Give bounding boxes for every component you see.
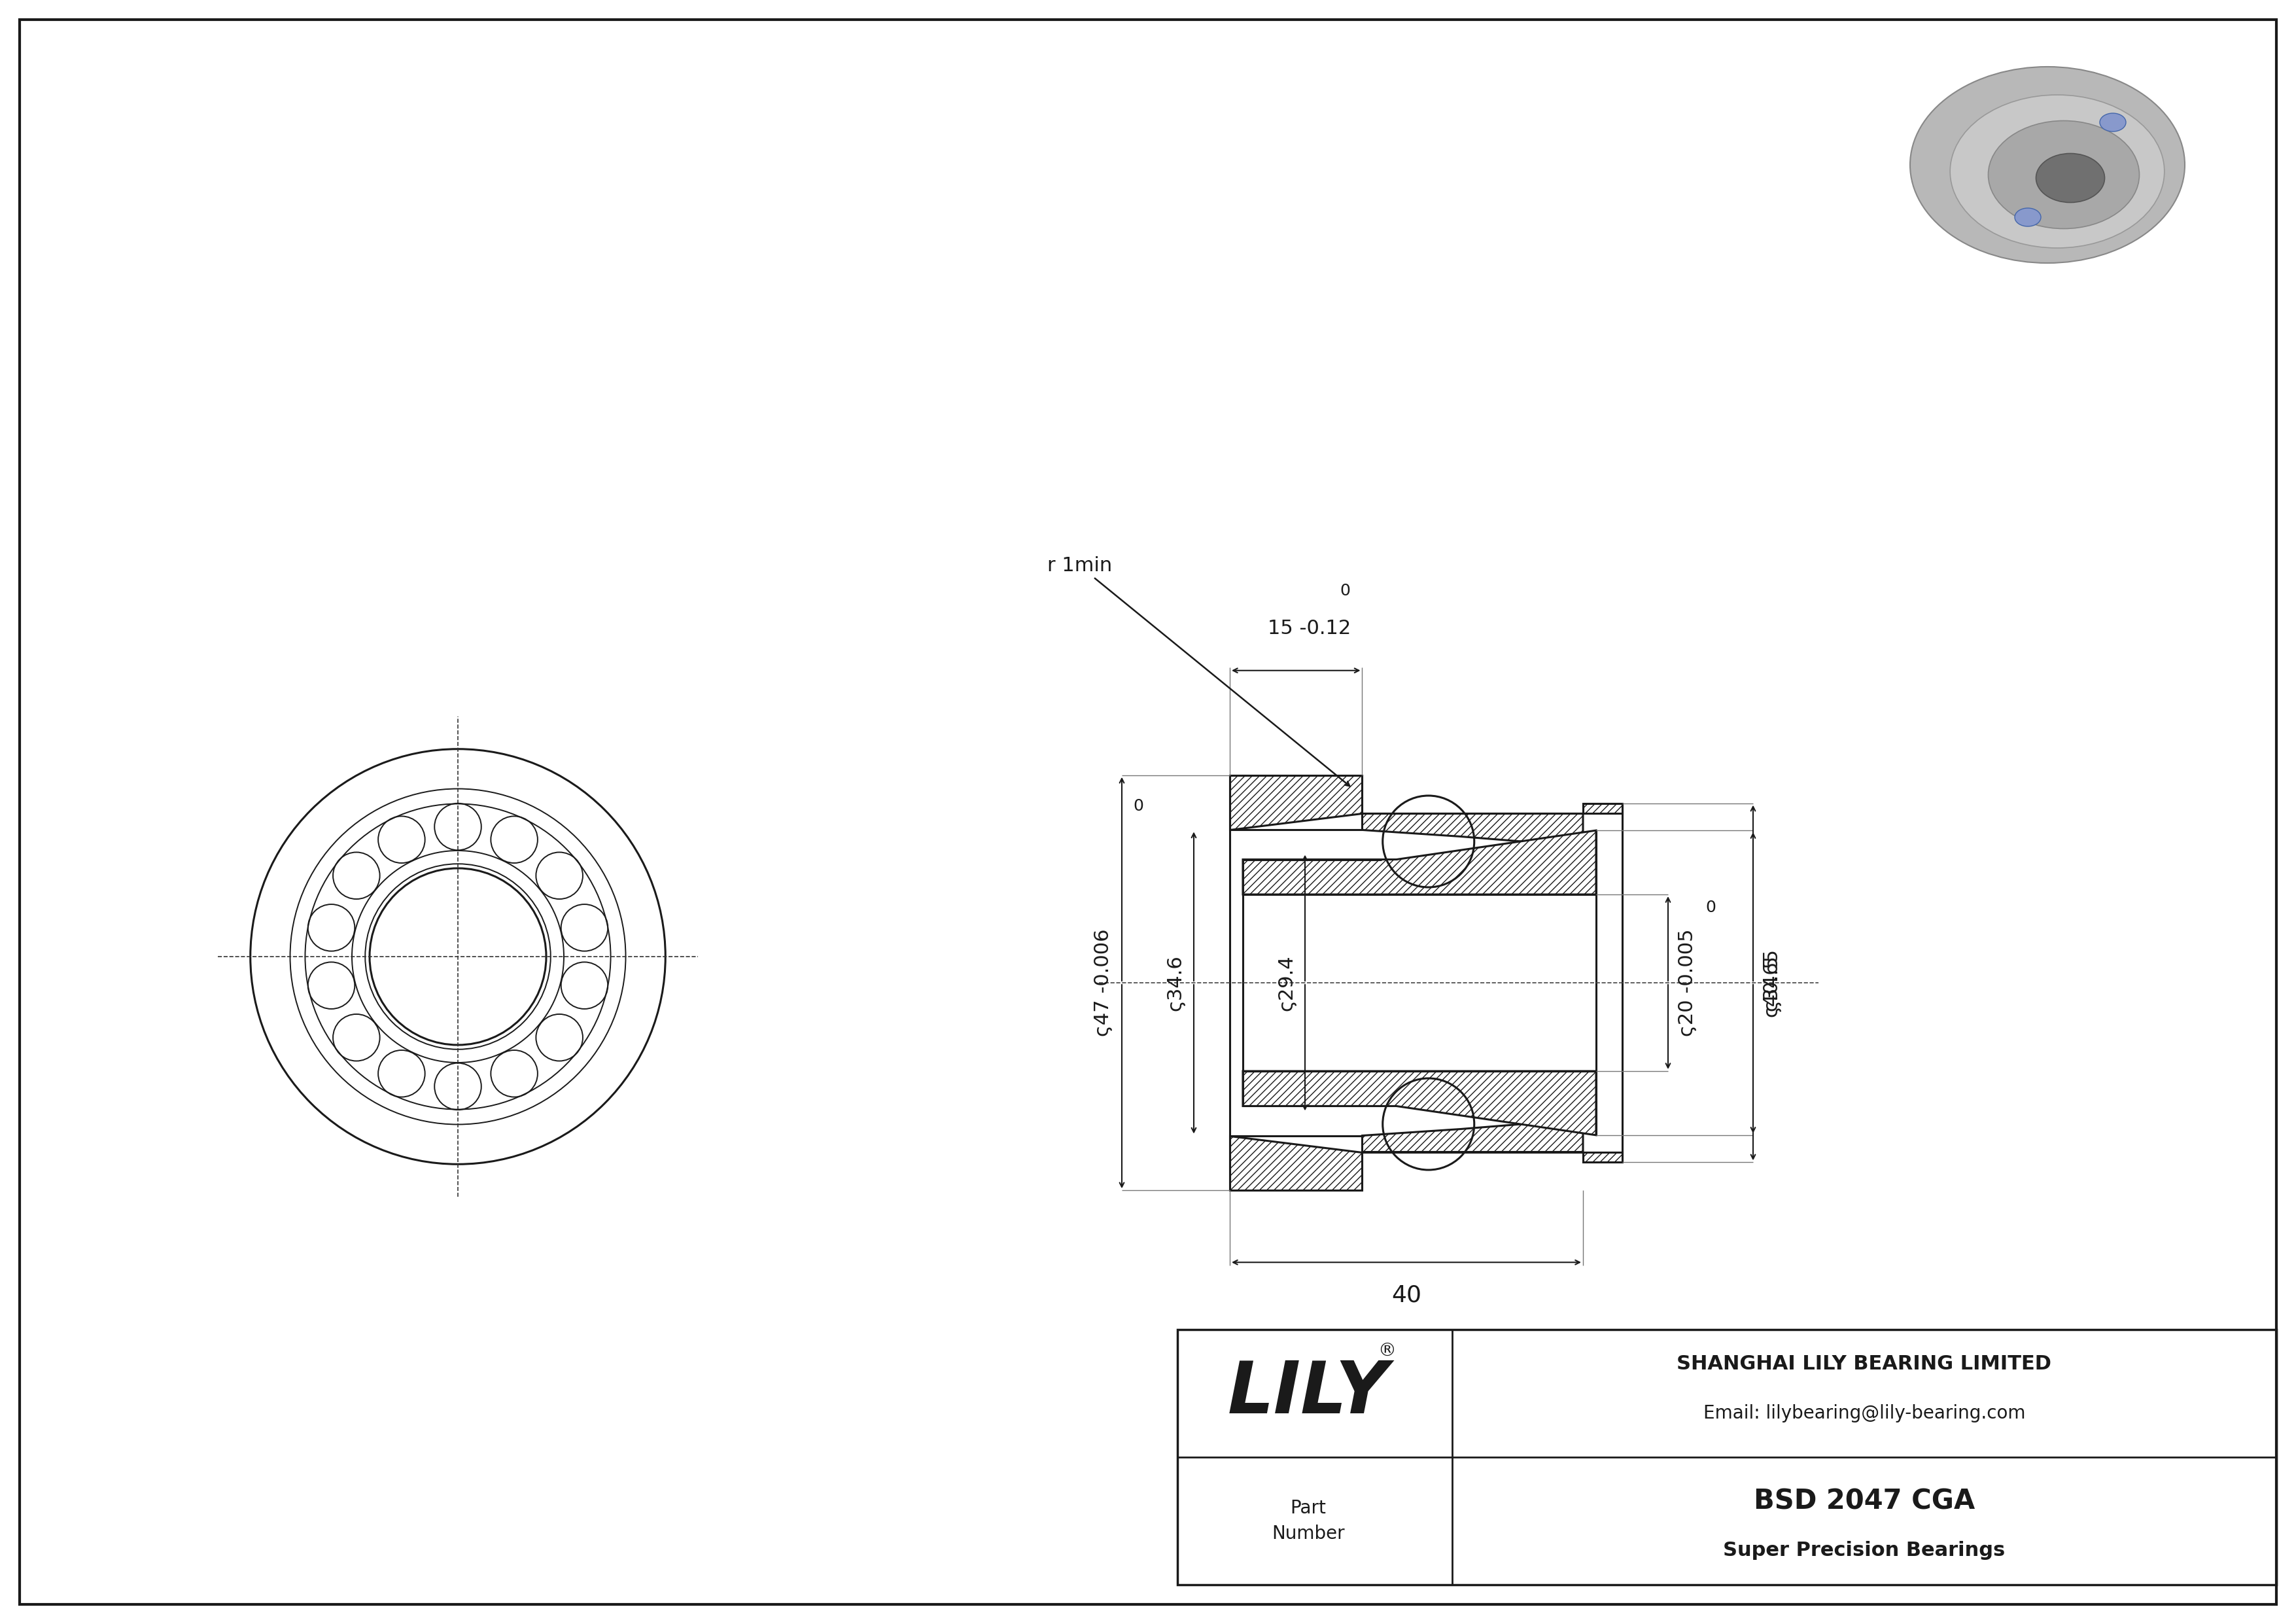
- Ellipse shape: [2101, 114, 2126, 132]
- Text: LILY: LILY: [1228, 1358, 1389, 1429]
- Text: SHANGHAI LILY BEARING LIMITED: SHANGHAI LILY BEARING LIMITED: [1676, 1354, 2053, 1374]
- Ellipse shape: [2014, 208, 2041, 226]
- Polygon shape: [1242, 830, 1596, 895]
- Text: Email: lilybearing@lily-bearing.com: Email: lilybearing@lily-bearing.com: [1704, 1403, 2025, 1423]
- Text: ®: ®: [1378, 1341, 1396, 1359]
- Text: ς34.6: ς34.6: [1166, 955, 1185, 1010]
- Text: Super Precision Bearings: Super Precision Bearings: [1724, 1541, 2004, 1561]
- Text: 0: 0: [1132, 799, 1143, 814]
- Bar: [1178, 1330, 2275, 1585]
- Ellipse shape: [1988, 120, 2140, 229]
- Text: ς40.65: ς40.65: [1761, 948, 1782, 1017]
- Polygon shape: [1231, 775, 1362, 830]
- Polygon shape: [1582, 1151, 1623, 1163]
- Text: ς34.5: ς34.5: [1761, 955, 1782, 1010]
- Ellipse shape: [2037, 153, 2105, 203]
- Polygon shape: [1582, 804, 1623, 814]
- Text: 15 -0.12: 15 -0.12: [1267, 619, 1350, 638]
- Polygon shape: [1231, 1135, 1362, 1190]
- Ellipse shape: [1910, 67, 2186, 263]
- Polygon shape: [1362, 814, 1582, 846]
- Text: 0: 0: [1341, 583, 1350, 599]
- Ellipse shape: [1949, 94, 2165, 248]
- Text: 0: 0: [1706, 900, 1715, 916]
- Text: ς20 -0.005: ς20 -0.005: [1678, 929, 1697, 1036]
- Text: ς29.4: ς29.4: [1277, 955, 1297, 1010]
- Text: 40: 40: [1391, 1285, 1421, 1306]
- Text: Part
Number: Part Number: [1272, 1499, 1345, 1543]
- Text: ς47 -0.006: ς47 -0.006: [1093, 929, 1114, 1036]
- Polygon shape: [1242, 1072, 1596, 1135]
- Text: BSD 2047 CGA: BSD 2047 CGA: [1754, 1488, 1975, 1515]
- Text: r 1min: r 1min: [1047, 557, 1350, 786]
- Polygon shape: [1362, 1119, 1582, 1151]
